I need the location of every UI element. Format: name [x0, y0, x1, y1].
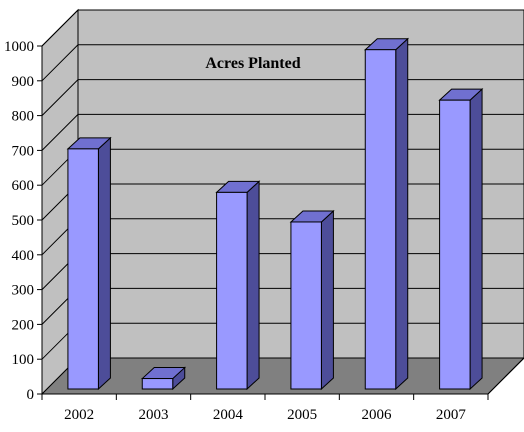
y-tick-label: 0 [27, 387, 35, 403]
bar-side [395, 37, 409, 391]
y-tick-label: 900 [12, 74, 35, 90]
x-tick-label: 2007 [436, 407, 467, 423]
y-tick-label: 100 [12, 352, 35, 368]
y-tick-label: 700 [12, 143, 35, 159]
bar [215, 180, 261, 391]
y-tick-label: 1000 [4, 39, 34, 55]
x-tick-label: 2002 [64, 407, 94, 423]
bar-side [469, 88, 483, 391]
x-tick-label: 2003 [139, 407, 169, 423]
x-tick-label: 2005 [287, 407, 317, 423]
y-tick-label: 300 [12, 283, 35, 299]
x-tick-label: 2004 [213, 407, 244, 423]
x-axis: 2002 2003 2004 2005 2006 2007 [41, 357, 524, 423]
bar [140, 366, 187, 391]
y-tick-label: 800 [12, 109, 35, 125]
bar-front [141, 378, 174, 390]
y-tick-label: 600 [12, 178, 35, 194]
bar-front [439, 99, 471, 390]
bar-front [290, 221, 322, 390]
y-axis: 0 100 200 300 400 500 600 700 800 900 1000 [4, 39, 43, 403]
bar-side [320, 209, 334, 391]
y-tick-label: 200 [12, 317, 35, 333]
bar-side [246, 180, 260, 391]
bar-front [364, 49, 397, 390]
bar-side [97, 136, 111, 391]
bar [363, 37, 410, 391]
chart-title: Acres Planted [205, 55, 300, 72]
bar-front [67, 148, 99, 390]
y-tick-label: 500 [12, 213, 35, 229]
bar-front [216, 191, 248, 390]
floor-edge-line [487, 357, 524, 395]
bar [438, 88, 484, 391]
y-tick-label: 400 [12, 248, 35, 264]
bars [66, 37, 484, 391]
gridline [41, 9, 524, 47]
bar [66, 136, 112, 391]
bar [289, 209, 335, 391]
x-tick-label: 2006 [362, 407, 393, 423]
